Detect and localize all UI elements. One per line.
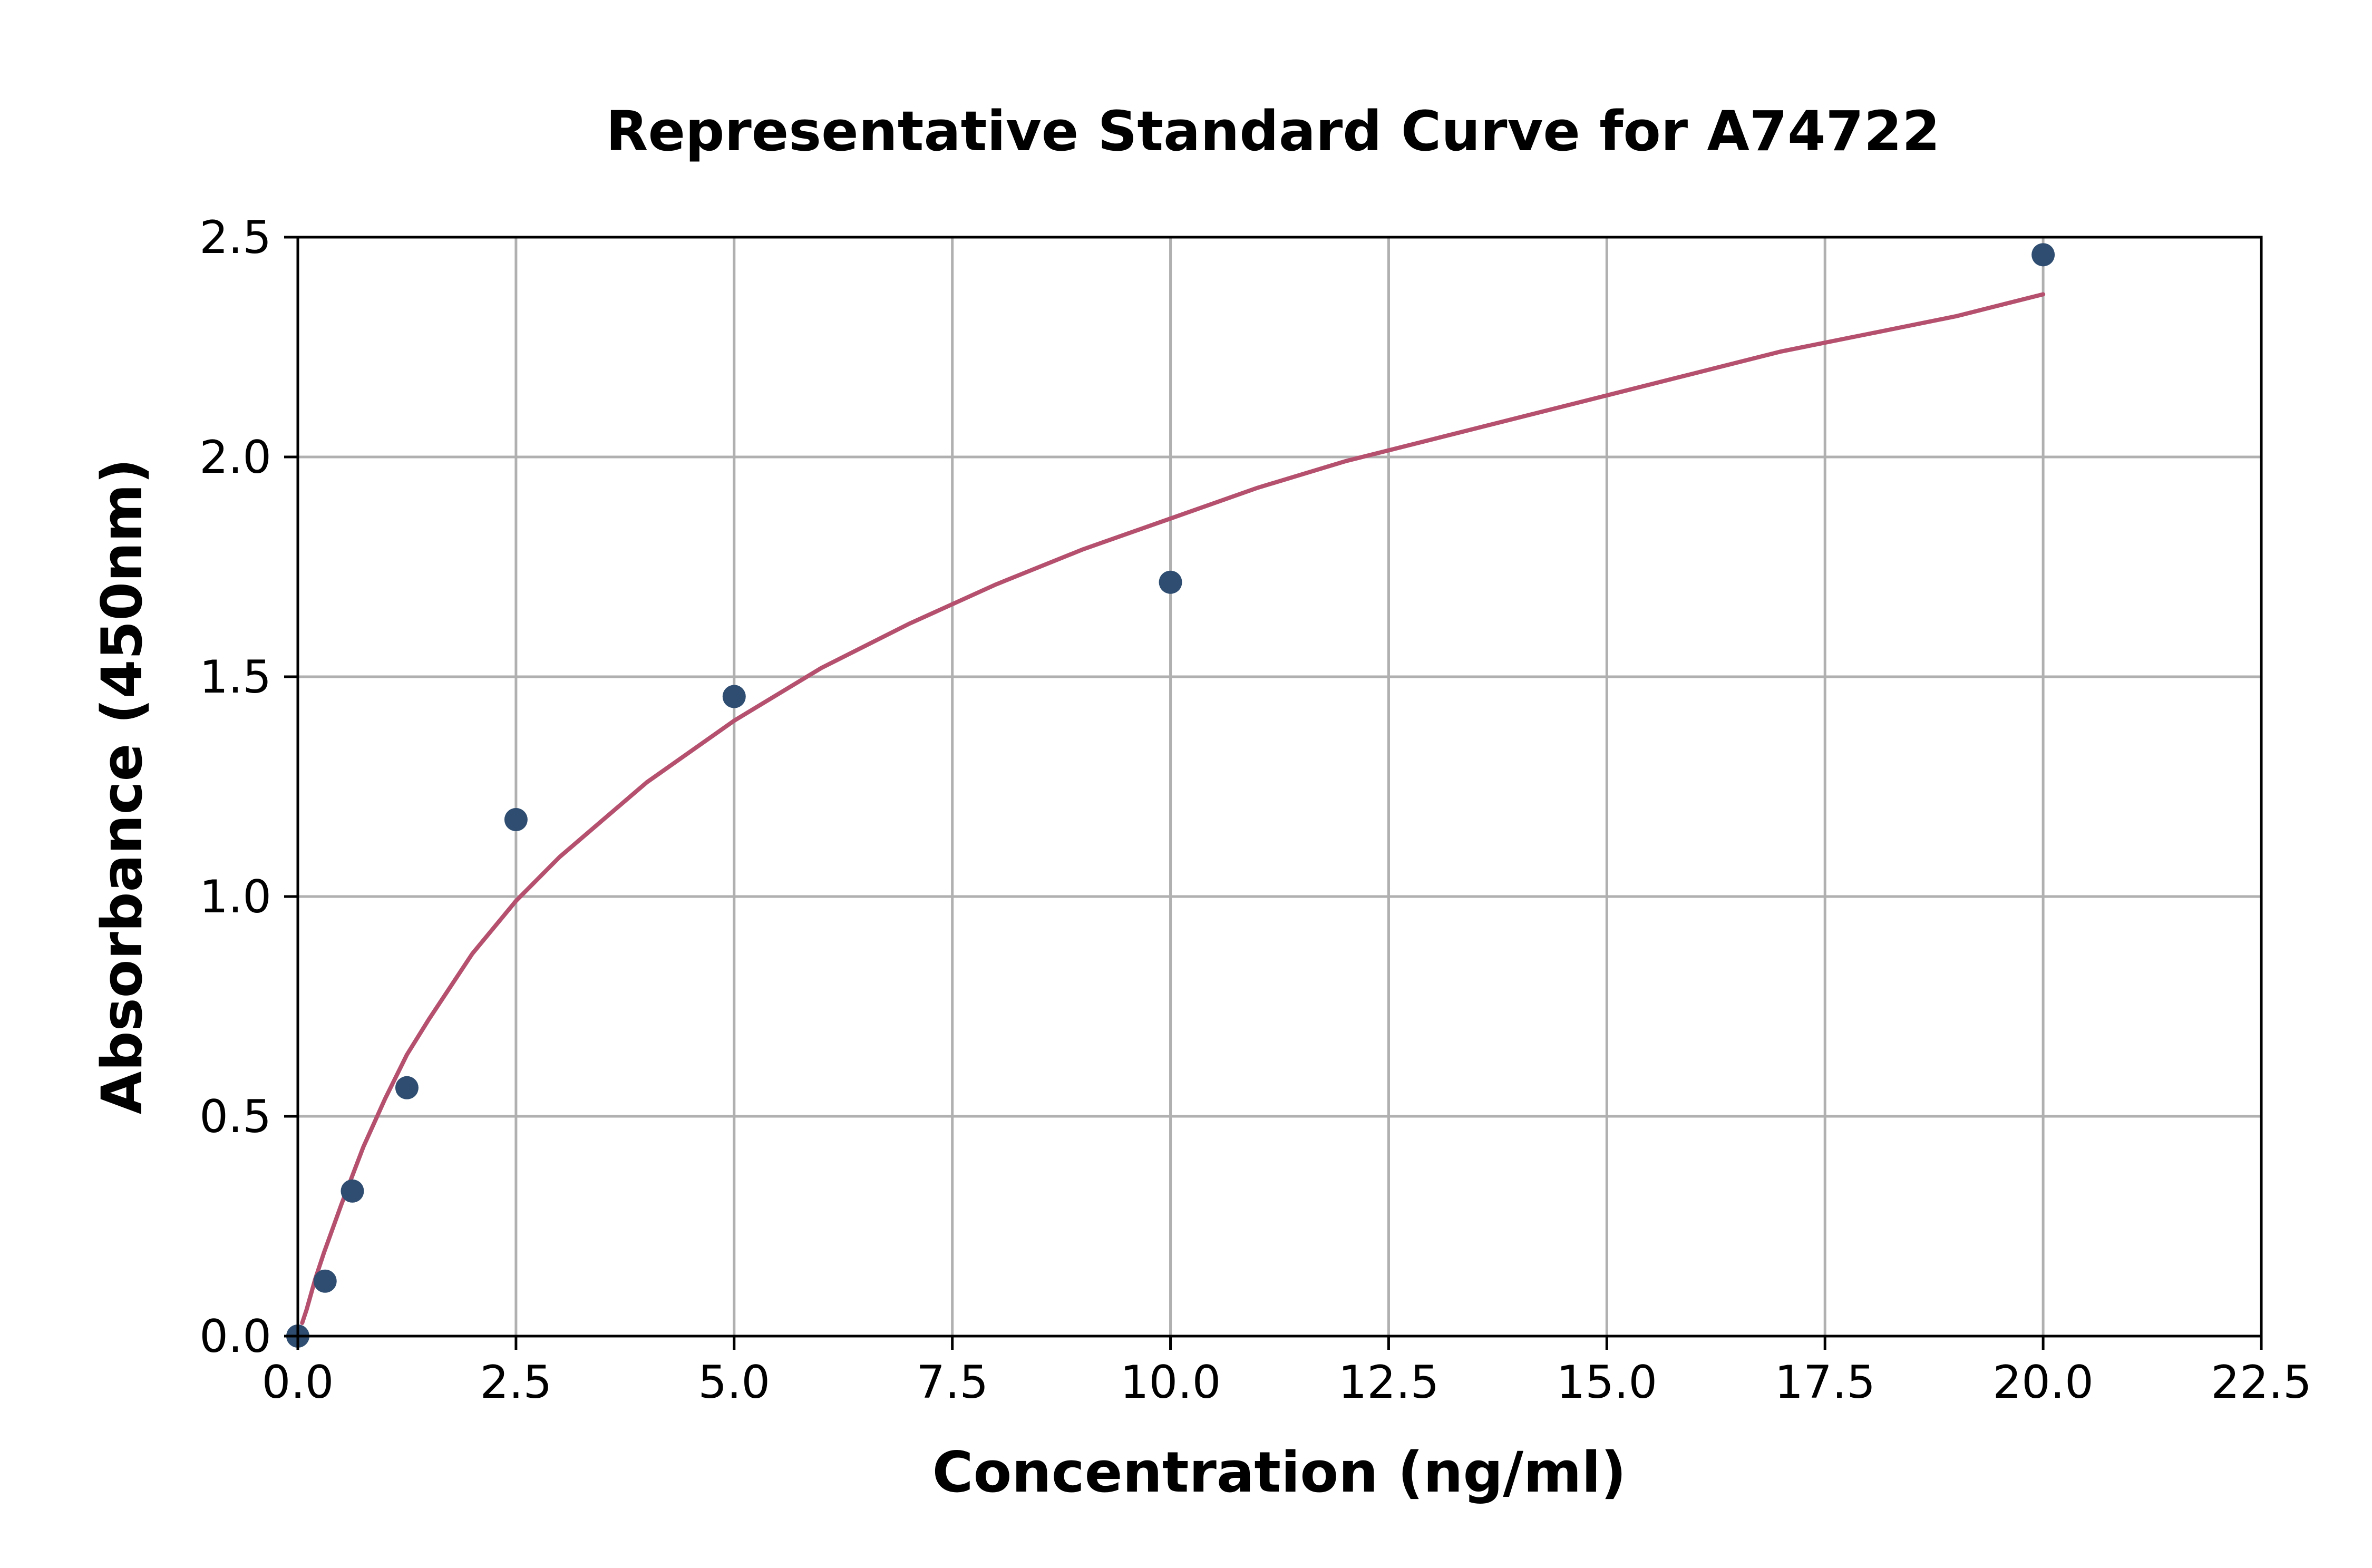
x-tick-label: 0.0 [262, 1356, 334, 1409]
y-axis: 0.0 0.5 1.0 1.5 2.0 2.5 [199, 211, 298, 1363]
x-axis-label: Concentration (ng/ml) [932, 1440, 1627, 1505]
x-tick-label: 20.0 [1992, 1356, 2093, 1409]
y-tick-label: 1.0 [199, 871, 271, 923]
x-tick-label: 15.0 [1557, 1356, 1657, 1409]
x-tick-label: 10.0 [1120, 1356, 1221, 1409]
y-tick-label: 0.0 [199, 1310, 271, 1363]
x-axis: 0.0 2.5 5.0 7.5 10.0 12.5 15.0 17.5 20.0 22.5 [262, 1336, 2312, 1409]
y-tick-label: 2.5 [199, 211, 271, 264]
x-tick-label: 5.0 [698, 1356, 770, 1409]
chart-title: Representative Standard Curve for A74722 [606, 99, 1940, 163]
data-point [341, 1179, 364, 1203]
x-tick-label: 12.5 [1338, 1356, 1439, 1409]
points-layer [286, 243, 2055, 1348]
y-tick-label: 1.5 [199, 651, 271, 704]
data-point [1159, 570, 1182, 594]
y-tick-label: 2.0 [199, 431, 271, 484]
y-axis-label: Absorbance (450nm) [90, 459, 154, 1115]
fit-curve-line [300, 292, 2046, 1325]
data-point [722, 685, 746, 708]
data-point [2031, 243, 2055, 267]
data-point [313, 1269, 337, 1293]
data-point [395, 1076, 419, 1099]
x-tick-label: 2.5 [480, 1356, 552, 1409]
curve-layer [300, 292, 2046, 1325]
data-point [504, 808, 528, 832]
y-tick-label: 0.5 [199, 1090, 271, 1143]
x-tick-label: 22.5 [2211, 1356, 2311, 1409]
plot-frame [296, 236, 2263, 1338]
x-tick-label: 7.5 [916, 1356, 988, 1409]
x-tick-label: 17.5 [1774, 1356, 1875, 1409]
